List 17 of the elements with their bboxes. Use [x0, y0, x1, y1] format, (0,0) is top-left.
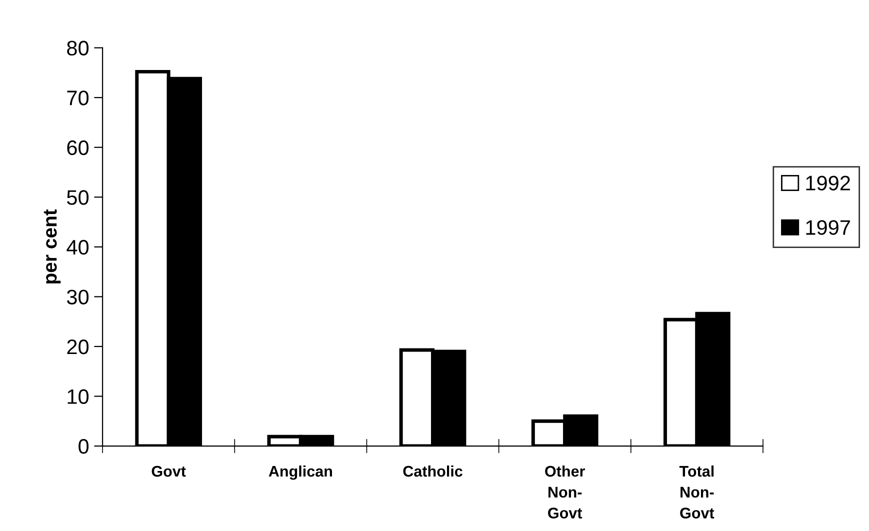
y-tick-label: 10 — [68, 389, 89, 404]
x-tick-label: Anglican — [268, 465, 332, 480]
y-tick-label: 80 — [67, 40, 89, 56]
legend-label: 1992 — [806, 176, 850, 190]
x-tick-label: Other Non- Govt — [545, 465, 585, 518]
y-tick-label: 40 — [66, 240, 89, 255]
y-tick-label: 20 — [67, 339, 89, 354]
x-tick-label: Govt — [152, 466, 186, 477]
y-axis-title: per cent — [44, 209, 61, 284]
y-tick-label: 30 — [66, 290, 89, 304]
y-tick-label: 60 — [67, 140, 89, 156]
x-tick-label: Catholic — [403, 465, 462, 477]
x-tick-label: Total Non- Govt — [679, 465, 714, 518]
y-tick-label: 70 — [67, 90, 89, 106]
y-tick-label: 50 — [67, 190, 89, 205]
legend-label: 1997 — [806, 220, 850, 235]
y-tick-label: 0 — [78, 439, 89, 454]
